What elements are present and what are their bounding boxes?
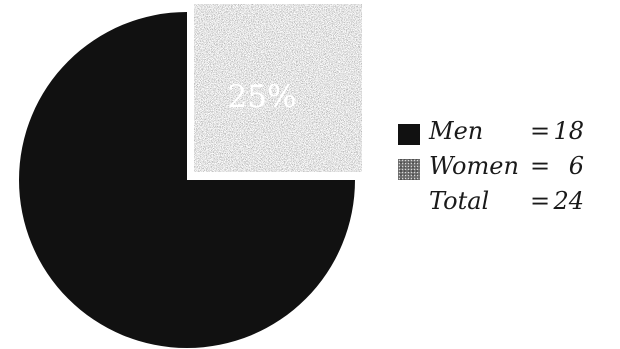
legend-equals-women: = [530,152,551,180]
legend-swatch-women [398,159,420,180]
pie-slice-men [19,12,355,348]
legend-value-total: 24 [553,187,584,215]
legend-equals-men: = [530,117,551,145]
legend-equals-total: = [530,187,551,215]
pie-slice-women [194,4,362,172]
women-percentage-label: 25% [228,79,297,115]
legend-label-total: Total [429,187,490,215]
legend-value-women: 6 [568,152,584,180]
legend-label-men: Men [429,117,484,145]
legend-value-men: 18 [553,117,584,145]
legend-label-women: Women [429,152,519,180]
legend-swatch-men [398,124,420,145]
